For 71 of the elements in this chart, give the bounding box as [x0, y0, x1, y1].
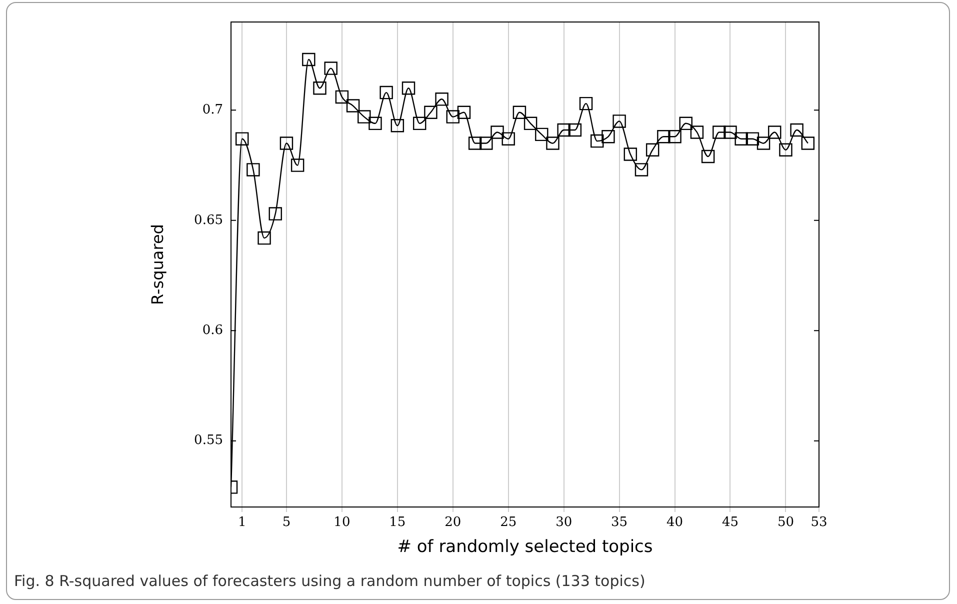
x-tick-label: 53	[810, 515, 828, 530]
x-axis-title: # of randomly selected topics	[397, 537, 653, 558]
point	[335, 90, 349, 104]
point	[435, 92, 448, 106]
point	[790, 123, 804, 137]
x-tick-label: 40	[666, 515, 684, 530]
point	[657, 130, 670, 144]
x-tick-label: 5	[282, 515, 291, 530]
point	[446, 110, 460, 124]
point	[358, 110, 371, 124]
point	[390, 119, 404, 132]
x-tick-label: 45	[722, 515, 739, 530]
point	[490, 126, 504, 139]
point	[524, 116, 538, 130]
caption: Fig. 8 R-squared values of forecasters using a random number of topics (133 topics)	[14, 572, 646, 590]
point	[768, 126, 782, 139]
point	[801, 136, 815, 150]
point	[724, 126, 737, 139]
point	[712, 126, 726, 139]
point	[246, 163, 260, 176]
point	[602, 130, 615, 144]
point	[258, 231, 271, 245]
point	[756, 136, 770, 150]
point	[324, 62, 338, 75]
point	[290, 158, 304, 172]
point	[746, 132, 760, 146]
point	[690, 126, 704, 139]
point	[634, 163, 648, 176]
x-tick-label: 20	[444, 515, 462, 530]
point	[557, 123, 570, 137]
point	[734, 132, 748, 146]
x-tick-label: 10	[334, 515, 350, 530]
x-tick-label: 30	[556, 515, 572, 530]
point	[268, 207, 282, 220]
point	[612, 114, 626, 128]
point	[346, 99, 360, 112]
point	[590, 134, 604, 148]
point	[480, 136, 493, 150]
point	[468, 136, 482, 150]
point	[535, 128, 548, 142]
point	[579, 96, 593, 110]
point	[424, 106, 438, 119]
y-tick-label: 0.55	[194, 433, 223, 448]
y-axis-title: R-squared	[148, 224, 167, 305]
point	[412, 116, 426, 130]
point	[701, 150, 715, 164]
x-tick-label: 25	[500, 515, 517, 530]
point	[679, 116, 692, 130]
point	[568, 123, 582, 137]
point	[280, 136, 294, 150]
x-tick-label: 15	[389, 515, 406, 530]
point	[313, 82, 326, 95]
x-tick-label: 1	[238, 515, 246, 530]
y-tick-label: 0.7	[202, 102, 223, 118]
x-tick-label: 50	[777, 515, 794, 530]
point	[235, 132, 249, 146]
point	[779, 143, 792, 156]
point	[546, 136, 560, 150]
point	[512, 106, 526, 119]
x-tick-label: 35	[611, 515, 628, 530]
point	[668, 130, 682, 144]
point	[368, 116, 382, 130]
y-tick-label: 0.6	[202, 323, 223, 338]
point	[646, 143, 660, 156]
point	[302, 52, 316, 66]
point	[402, 82, 416, 95]
point	[457, 106, 471, 119]
y-tick-label: 0.65	[194, 212, 223, 228]
point	[380, 86, 393, 100]
point	[624, 148, 638, 161]
point	[502, 132, 515, 146]
